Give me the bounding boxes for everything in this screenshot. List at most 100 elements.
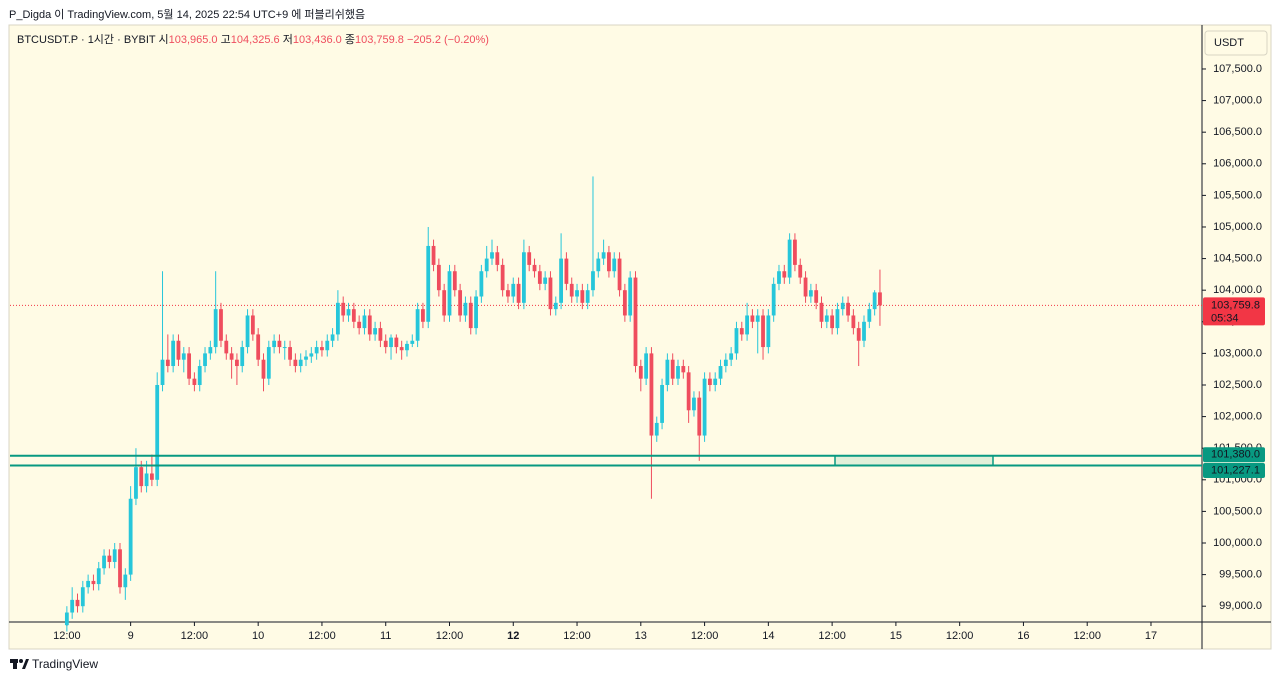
candle-body: [702, 378, 707, 436]
candle-body: [543, 277, 548, 284]
candle-body: [118, 549, 122, 588]
candle-body: [862, 321, 866, 341]
candle-body: [798, 264, 803, 278]
candle-body: [128, 498, 133, 575]
legend-item: 103,965.0: [169, 34, 218, 46]
candle-body: [80, 587, 85, 607]
legend-item: 103,436.0: [293, 34, 342, 46]
candle-body: [277, 340, 282, 348]
candle-body: [490, 252, 494, 259]
legend-item: 104,325.6: [231, 34, 280, 46]
candle-body: [676, 366, 680, 379]
candle-body: [750, 315, 755, 322]
candle-body: [442, 290, 447, 316]
candle-body: [309, 353, 314, 357]
candle-body: [383, 340, 388, 348]
candle-body: [320, 347, 324, 351]
candle-body: [692, 397, 696, 411]
candle-body: [660, 384, 664, 423]
candle-body: [389, 337, 393, 348]
candle-body: [187, 353, 191, 379]
price-label: 101,380.0: [1211, 449, 1260, 461]
candle-body: [165, 359, 170, 367]
candle-body: [229, 353, 234, 360]
candle-body: [580, 290, 585, 303]
x-tick-label: 13: [635, 630, 647, 642]
y-tick-label: 99,500.0: [1219, 569, 1262, 581]
candle-body: [559, 258, 563, 303]
candle-body: [235, 359, 239, 367]
candle-body: [734, 328, 739, 354]
legend-item: BTCUSDT.P · 1시간 · BYBIT: [17, 33, 156, 46]
candle-body: [851, 315, 856, 329]
price-label-bg: [1203, 447, 1265, 463]
legend-item: −205.2 (−0.20%): [407, 34, 489, 46]
x-tick-label: 15: [890, 630, 902, 642]
candle-body: [325, 340, 330, 351]
candle-body: [495, 252, 500, 265]
candle-body: [628, 277, 633, 316]
candle-body: [367, 315, 372, 335]
candle-body: [745, 315, 749, 335]
candle-body: [527, 252, 532, 265]
candle-body: [808, 290, 813, 297]
candle-body: [64, 612, 69, 626]
candle-body: [718, 366, 723, 379]
candle-body: [686, 372, 691, 411]
x-tick-label: 14: [762, 630, 774, 642]
legend-item: 103,759.8: [355, 34, 404, 46]
x-tick-label: 12:00: [308, 630, 336, 642]
candle-body: [160, 359, 165, 385]
y-tick-label: 105,000.0: [1213, 221, 1262, 233]
candle-body: [181, 353, 186, 360]
candle-body: [484, 258, 489, 272]
y-tick-label: 106,000.0: [1213, 158, 1262, 170]
candle-body: [107, 555, 112, 562]
candle-body: [410, 340, 415, 344]
x-tick-label: 17: [1145, 630, 1157, 642]
candle-body: [266, 347, 271, 379]
candle-body: [463, 302, 468, 316]
candle-body: [856, 328, 861, 341]
chart-frame: [8, 24, 1272, 650]
candle-body: [681, 366, 686, 373]
candle-body: [293, 359, 298, 367]
candle-body: [665, 359, 670, 385]
candle-body: [479, 271, 484, 297]
candle-body: [351, 309, 356, 322]
candle-body: [282, 347, 287, 349]
candle-body: [771, 283, 776, 316]
candle-body: [378, 328, 383, 341]
x-tick-label: 12:00: [563, 630, 591, 642]
y-tick-label: 104,000.0: [1213, 284, 1262, 296]
candle-body: [713, 378, 718, 385]
candle-body: [102, 555, 106, 569]
candle-body: [846, 302, 850, 316]
candle-body: [516, 283, 521, 303]
candle-body: [134, 467, 138, 499]
candle-body: [431, 245, 436, 265]
candle-body: [633, 277, 638, 367]
candle-body: [793, 239, 797, 265]
candle-body: [240, 347, 245, 367]
candle-body: [601, 252, 606, 259]
y-tick-label: 104,500.0: [1213, 252, 1262, 264]
candle-body: [506, 290, 510, 297]
candle-body: [782, 271, 787, 278]
x-tick-label: 16: [1017, 630, 1029, 642]
candle-body: [458, 290, 463, 316]
candle-body: [654, 422, 659, 436]
candle-body: [272, 340, 277, 348]
candle-body: [867, 309, 872, 322]
candle-body: [171, 340, 176, 367]
candle-body: [474, 296, 478, 329]
x-tick-label: 11: [380, 630, 391, 642]
candle-body: [452, 271, 457, 291]
candle-body: [250, 315, 255, 335]
candle-body: [123, 574, 128, 588]
candle-body: [777, 271, 781, 284]
candle-body: [878, 292, 882, 306]
candle-body: [86, 580, 91, 588]
